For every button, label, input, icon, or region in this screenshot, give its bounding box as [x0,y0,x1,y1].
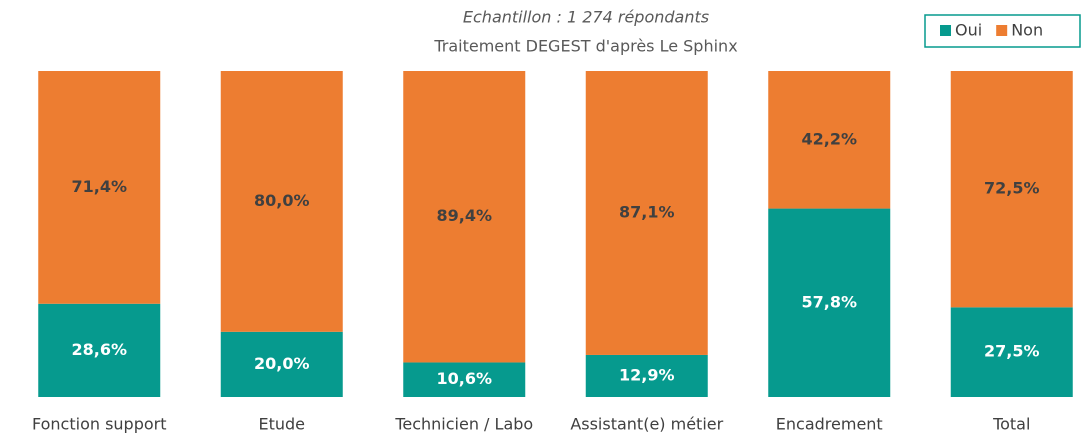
legend-swatch [996,25,1008,36]
bar-segment [38,303,161,397]
bar-segment [38,71,161,304]
data-label: 87,1% [619,202,675,221]
x-tick-label: Fonction support [32,415,167,434]
legend-swatch [940,25,951,36]
data-label: 72,5% [984,179,1040,198]
data-label: 71,4% [71,177,127,196]
data-label: 80,0% [254,191,310,210]
bar-segment [950,71,1073,308]
legend-label: Non [1011,21,1043,40]
legend-label: Oui [955,21,982,40]
data-label: 57,8% [801,292,857,311]
bar-segment [403,362,526,397]
bar-segment [950,307,1073,397]
bar-segment [220,71,343,332]
x-tick-label: Total [992,415,1030,434]
data-label: 20,0% [254,354,310,373]
bar-segment [220,331,343,397]
subtitle: Echantillon : 1 274 répondants [463,8,709,27]
data-label: 27,5% [984,342,1040,361]
data-label: 10,6% [436,369,492,388]
x-tick-label: Assistant(e) métier [570,415,723,434]
x-tick-label: Technicien / Labo [394,415,533,434]
bar-segment [768,208,891,397]
data-label: 89,4% [436,206,492,225]
bar-segment [768,71,891,209]
x-tick-label: Etude [258,415,305,434]
x-tick-label: Encadrement [776,415,883,434]
bar-segment [403,71,526,363]
bar-segment [585,71,708,355]
data-label: 42,2% [801,129,857,148]
data-label: 28,6% [71,340,127,359]
subtitle: Traitement DEGEST d'après Le Sphinx [433,37,737,56]
data-label: 12,9% [619,365,675,384]
bar-segment [585,354,708,397]
